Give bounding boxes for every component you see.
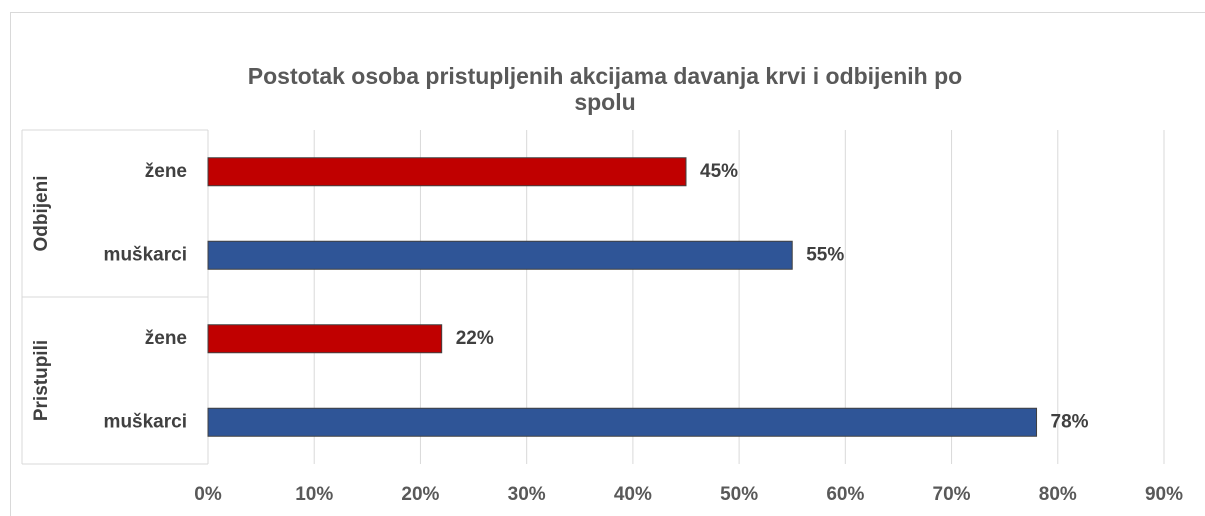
data-label: 45%	[700, 161, 738, 182]
x-tick-label: 30%	[508, 484, 546, 505]
y-tick-label: muškarci	[104, 244, 187, 265]
data-label: 78%	[1051, 411, 1089, 432]
x-tick-label: 40%	[614, 484, 652, 505]
x-tick-label: 50%	[720, 484, 758, 505]
data-label: 55%	[806, 244, 844, 265]
bar	[207, 240, 793, 270]
x-tick-label: 10%	[295, 484, 333, 505]
x-tick-label: 70%	[933, 484, 971, 505]
bar	[207, 407, 1038, 437]
x-tick-label: 20%	[401, 484, 439, 505]
bar	[207, 157, 687, 187]
x-tick-label: 80%	[1039, 484, 1077, 505]
x-tick-label: 0%	[194, 484, 222, 505]
y-tick-label: žene	[145, 328, 187, 349]
y-tick-label: muškarci	[104, 411, 187, 432]
group-label: Pristupili	[31, 340, 52, 421]
y-tick-label: žene	[145, 161, 187, 182]
chart-title: Postotak osoba pristupljenih akcijama da…	[248, 63, 962, 115]
group-label: Odbijeni	[31, 176, 52, 252]
x-tick-label: 90%	[1145, 484, 1183, 505]
data-label: 22%	[456, 328, 494, 349]
x-tick-label: 60%	[826, 484, 864, 505]
bar	[207, 324, 443, 354]
